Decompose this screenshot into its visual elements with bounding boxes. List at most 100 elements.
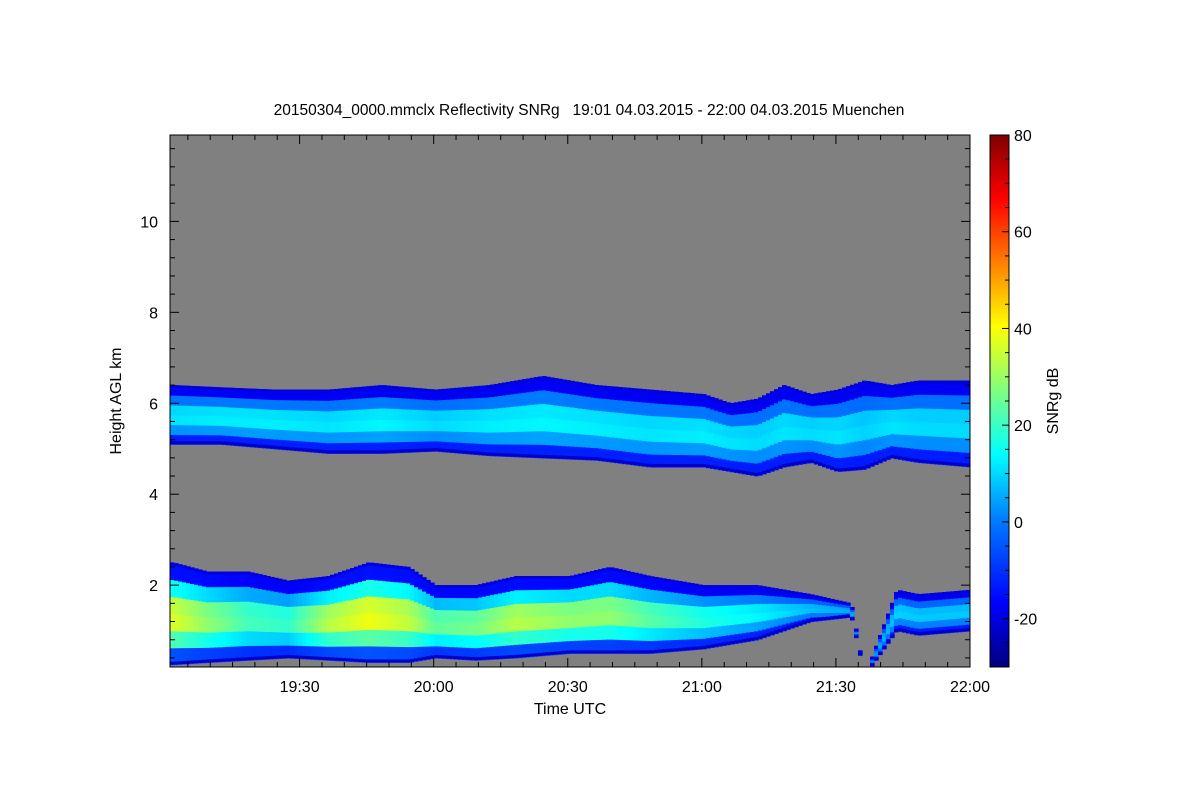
layer-cell — [554, 589, 559, 603]
layer-cell — [342, 399, 347, 411]
layer-cell — [282, 409, 287, 421]
layer-cell — [806, 451, 811, 464]
layer-cell — [374, 596, 379, 614]
layer-edge — [786, 626, 791, 630]
layer-cell — [486, 620, 491, 635]
layer-cell — [806, 393, 811, 406]
layer-cell — [466, 386, 471, 399]
layer-cell — [322, 431, 327, 443]
layer-cell — [810, 416, 815, 429]
layer-edge — [258, 389, 263, 393]
layer-cell — [678, 627, 683, 640]
layer-cell — [570, 614, 575, 629]
layer-cell — [702, 616, 707, 629]
layer-cell — [510, 604, 515, 619]
layer-cell — [202, 631, 207, 648]
layer-cell — [362, 580, 367, 598]
layer-cell — [646, 627, 651, 641]
layer-lower — [170, 562, 970, 667]
layer-cell — [826, 429, 831, 444]
layer-cell — [870, 438, 875, 453]
layer-cell — [514, 393, 519, 407]
layer-cell — [206, 601, 211, 618]
layer-cell — [810, 603, 815, 609]
layer-cell — [382, 564, 387, 582]
layer-cell — [370, 442, 375, 454]
layer-cell — [778, 617, 783, 626]
layer-cell — [834, 457, 839, 472]
layer-edge — [514, 576, 519, 580]
layer-cell — [326, 576, 331, 591]
layer-cell — [410, 409, 415, 421]
layer-cell — [474, 635, 479, 649]
layer-cell — [646, 428, 651, 442]
layer-cell — [226, 601, 231, 618]
layer-edge — [614, 459, 619, 463]
layer-cell — [734, 604, 739, 615]
layer-cell — [418, 441, 423, 453]
layer-edge — [834, 615, 839, 619]
layer-edge — [362, 450, 367, 454]
layer-cell — [818, 404, 823, 418]
layer-cell — [790, 387, 795, 402]
layer-cell — [822, 441, 827, 455]
layer-edge — [686, 463, 691, 467]
layer-edge — [682, 463, 687, 467]
layer-cell — [738, 594, 743, 605]
layer-edge — [238, 571, 243, 575]
layer-edge — [738, 585, 743, 589]
layer-cell — [506, 431, 511, 445]
layer-edge — [350, 658, 355, 662]
layer-cell — [170, 596, 175, 615]
layer-cell — [494, 619, 499, 634]
layer-edge — [686, 647, 691, 651]
layer-cell — [190, 405, 195, 416]
layer-edge — [402, 659, 407, 663]
layer-edge — [626, 387, 631, 391]
layer-cell — [834, 443, 839, 458]
layer-cell — [278, 578, 283, 593]
layer-cell — [578, 446, 583, 461]
layer-cell — [582, 572, 587, 587]
layer-edge — [350, 568, 355, 572]
layer-cell — [258, 574, 263, 590]
layer-cell — [558, 418, 563, 433]
layer-edge — [570, 575, 575, 579]
layer-cell — [474, 431, 479, 444]
layer-cell — [726, 624, 731, 636]
layer-cell — [362, 645, 367, 663]
layer-edge — [414, 658, 419, 662]
layer-cell — [842, 387, 847, 403]
layer-cell — [770, 391, 775, 406]
layer-cell — [594, 435, 599, 449]
layer-cell — [750, 424, 755, 438]
layer-cell — [442, 633, 447, 647]
layer-edge — [666, 648, 671, 652]
layer-cell — [846, 456, 851, 472]
layer-edge — [214, 658, 219, 662]
layer-cell — [310, 389, 315, 401]
layer-cell — [346, 584, 351, 601]
layer-cell — [594, 583, 599, 599]
layer-cell — [518, 630, 523, 645]
layer-cell — [278, 409, 283, 421]
layer-cell — [410, 569, 415, 586]
layer-cell — [370, 397, 375, 409]
layer-edge — [642, 463, 647, 467]
layer-cell — [646, 640, 651, 654]
layer-edge — [338, 572, 343, 576]
layer-edge — [182, 441, 187, 445]
layer-cell — [598, 410, 603, 424]
layer-edge — [582, 382, 587, 386]
layer-cell — [534, 602, 539, 617]
layer-edge — [622, 460, 627, 464]
layer-cell — [686, 442, 691, 456]
layer-cell — [514, 630, 519, 645]
layer-edge — [858, 382, 863, 386]
layer-cell — [358, 431, 363, 443]
layer-cell — [290, 399, 295, 411]
layer-edge — [674, 391, 679, 395]
layer-cell — [502, 605, 507, 620]
layer-cell — [490, 420, 495, 433]
layer-cell — [470, 610, 475, 624]
